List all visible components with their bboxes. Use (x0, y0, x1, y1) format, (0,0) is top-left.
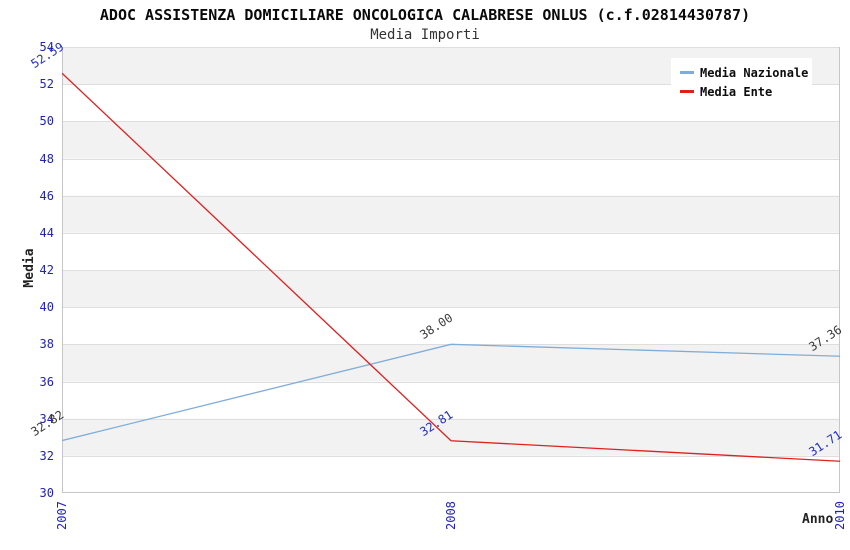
y-tick-label: 32 (39, 448, 54, 463)
plot-band (62, 121, 840, 159)
plot-band (62, 381, 840, 419)
y-axis-label: Media (22, 248, 37, 288)
legend-label: Media Ente (700, 84, 773, 99)
y-tick-label: 42 (39, 263, 54, 277)
plot-band (62, 418, 840, 456)
y-tick-label: 38 (39, 337, 54, 352)
plot-band (62, 307, 840, 345)
chart-title: ADOC ASSISTENZA DOMICILIARE ONCOLOGICA C… (99, 6, 751, 24)
x-tick-label: 2008 (444, 501, 458, 530)
y-tick-label: 44 (39, 225, 54, 240)
legend-line-swatch-icon (680, 71, 694, 74)
y-tick-label: 48 (39, 151, 54, 166)
y-tick-label: 54 (39, 40, 54, 54)
plot-band (62, 195, 840, 233)
y-tick-label: 40 (39, 300, 54, 315)
y-tick-label: 46 (39, 188, 54, 203)
y-tick-label: 36 (39, 374, 54, 389)
y-tick-label: 30 (39, 486, 54, 500)
legend-label: Media Nazionale (700, 65, 809, 80)
y-tick-label: 50 (39, 114, 54, 129)
plot-band (62, 455, 840, 493)
legend: Media Nazionale Media Ente (671, 58, 812, 106)
y-tick-label: 52 (39, 77, 54, 92)
legend-item-media-nazionale: Media Nazionale (677, 63, 809, 82)
series-line-media-nazionale (62, 343, 840, 442)
plot-band (62, 344, 840, 382)
chart-subtitle: Media Importi (370, 27, 480, 43)
plot-band (62, 158, 840, 196)
x-tick-label: 2010 (833, 501, 847, 530)
x-tick-label: 2007 (55, 501, 69, 530)
y-tick-label: 34 (39, 411, 54, 426)
series-line-media-ente (62, 72, 840, 462)
legend-line-swatch-icon (680, 90, 694, 93)
plot-area (62, 47, 840, 493)
plot-band (62, 270, 840, 308)
plot-band (62, 232, 840, 270)
x-axis-label: Anno (802, 512, 834, 527)
legend-item-media-ente: Media Ente (677, 82, 806, 101)
